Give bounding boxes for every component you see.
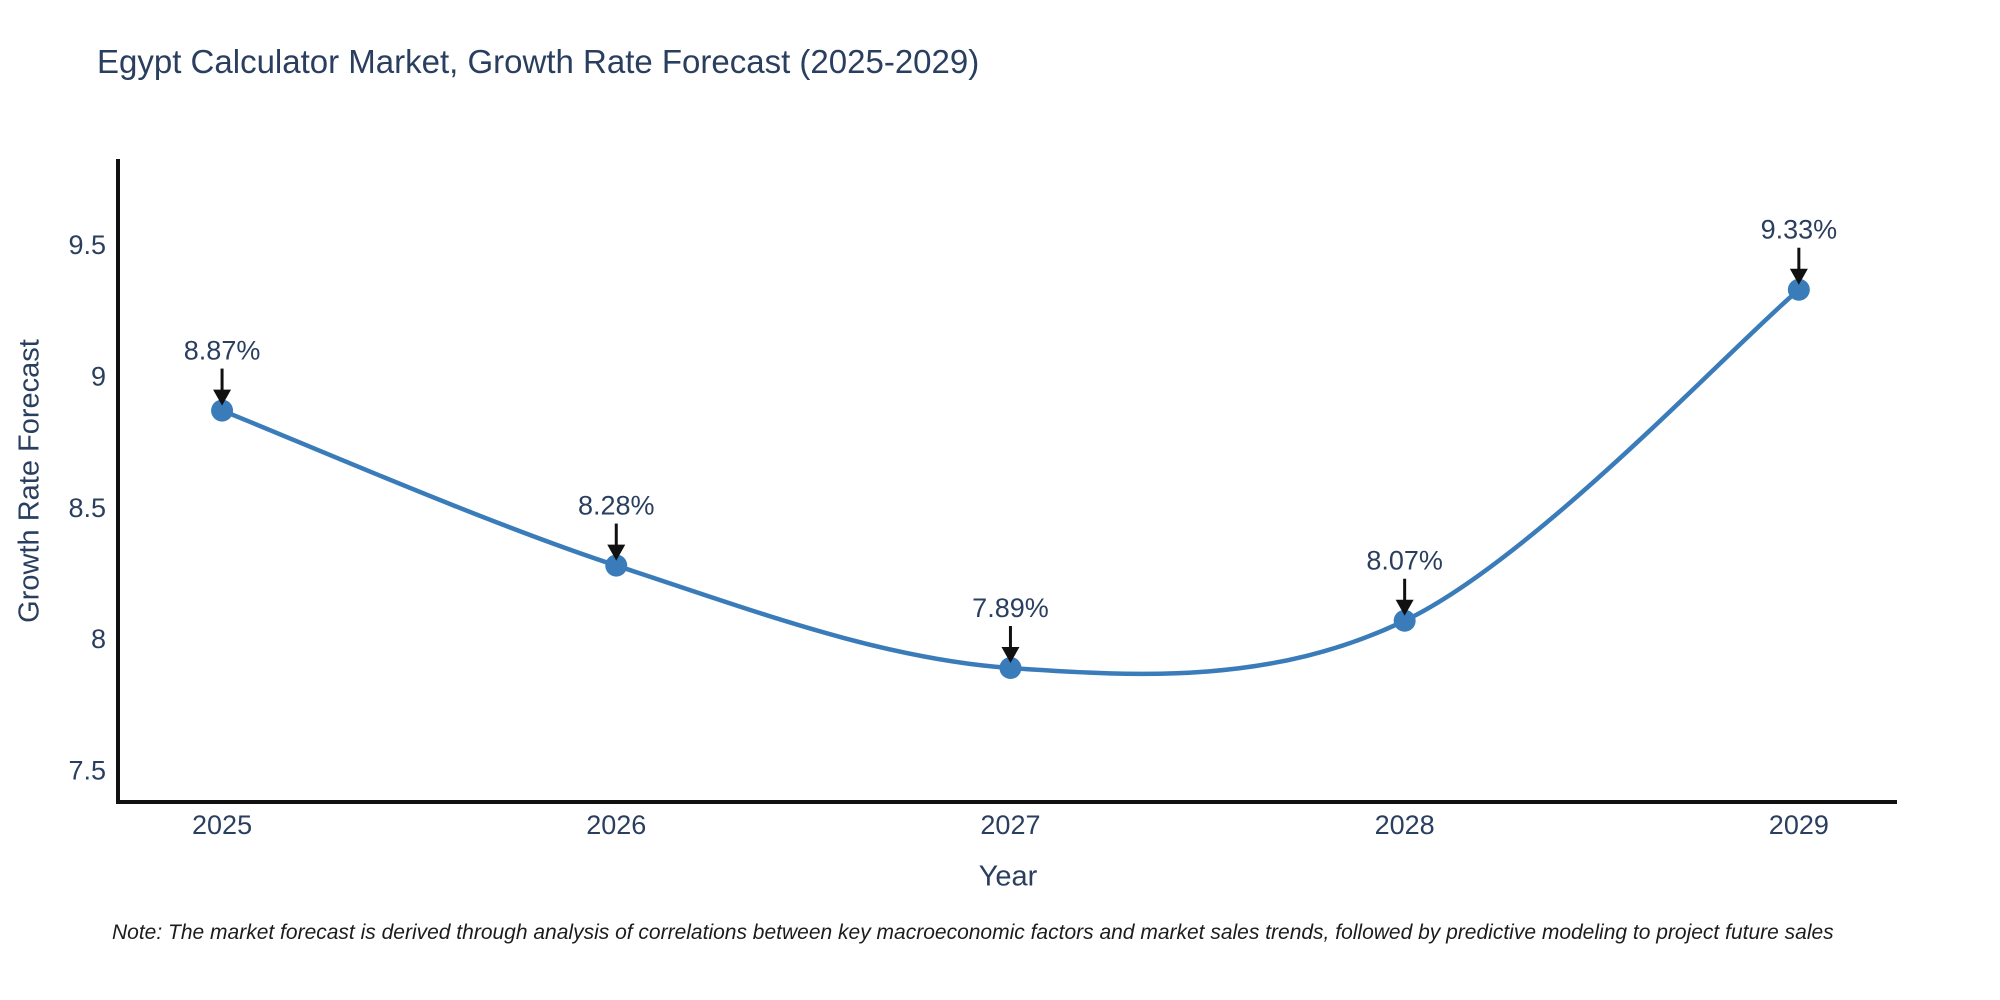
footnote: Note: The market forecast is derived thr…: [112, 921, 1834, 944]
annotation-arrowhead-icon: [1395, 599, 1414, 616]
data-point-marker[interactable]: [605, 554, 628, 577]
y-tick-label: 8: [91, 624, 106, 654]
y-tick-label: 9: [91, 361, 106, 391]
x-tick-label: 2027: [980, 810, 1040, 840]
chart-title: Egypt Calculator Market, Growth Rate For…: [97, 43, 980, 80]
data-point-label: 8.87%: [184, 336, 261, 366]
x-tick-label: 2025: [192, 810, 252, 840]
annotation-arrowhead-icon: [1789, 268, 1808, 285]
annotation-arrowhead-icon: [607, 544, 626, 561]
data-point-label: 8.28%: [578, 491, 655, 521]
data-point-marker[interactable]: [1787, 278, 1810, 301]
data-point-label: 9.33%: [1761, 215, 1838, 245]
data-point-marker[interactable]: [1393, 609, 1416, 632]
data-point-label: 8.07%: [1366, 546, 1443, 576]
y-tick-label: 9.5: [68, 230, 106, 260]
x-tick-label: 2028: [1375, 810, 1435, 840]
data-point-label: 7.89%: [972, 593, 1049, 623]
data-point-marker[interactable]: [211, 399, 234, 422]
annotation-arrowhead-icon: [1001, 647, 1020, 664]
data-point-marker[interactable]: [999, 657, 1022, 680]
x-tick-label: 2026: [586, 810, 646, 840]
axis-lines: [116, 159, 1897, 804]
y-tick-label: 7.5: [68, 755, 106, 785]
annotation-arrowhead-icon: [213, 389, 232, 406]
x-tick-label: 2029: [1769, 810, 1829, 840]
y-tick-label: 8.5: [68, 493, 106, 523]
x-axis-title: Year: [978, 860, 1038, 893]
